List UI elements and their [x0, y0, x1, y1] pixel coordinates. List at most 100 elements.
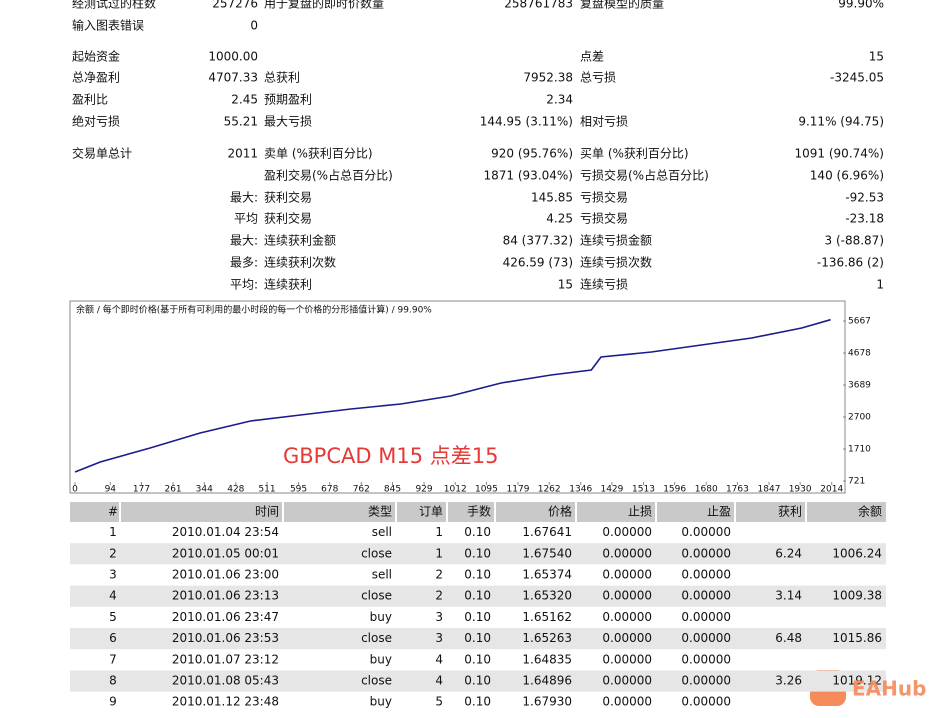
- y-tick-label: 5667: [848, 317, 871, 327]
- report-label: 预期盈利: [264, 93, 312, 107]
- x-tick-label: 1346: [569, 485, 592, 495]
- report-value: 2.45: [231, 93, 258, 107]
- table-cell: 0.10: [464, 610, 491, 624]
- x-tick-label: 1262: [538, 485, 561, 495]
- table-cell: 0.00000: [681, 695, 731, 709]
- report-label: 用于复盘的即时价数量: [264, 0, 384, 11]
- table-header: 类型: [368, 505, 392, 519]
- row-bg: [70, 585, 886, 607]
- report-value: 257276: [212, 0, 258, 11]
- watermark-text: EAHub: [852, 677, 926, 701]
- table-cell: 0.10: [464, 695, 491, 709]
- table-cell: 1: [109, 525, 117, 539]
- table-cell: 2010.01.12 23:48: [172, 695, 279, 709]
- report-value: 3 (-88.87): [825, 234, 885, 248]
- table-cell: 0.00000: [602, 674, 652, 688]
- report-value: 15: [869, 50, 884, 64]
- report-value: 144.95 (3.11%): [480, 115, 573, 129]
- table-cell: 0.10: [464, 674, 491, 688]
- table-cell: 2010.01.04 23:54: [172, 525, 279, 539]
- table-cell: 6.48: [775, 631, 802, 645]
- report-value: 9.11% (94.75): [798, 115, 884, 129]
- table-cell: 0.10: [464, 546, 491, 560]
- report-label: 连续获利次数: [264, 255, 336, 270]
- x-tick-label: 1930: [789, 485, 812, 495]
- report-value: -92.53: [845, 191, 884, 205]
- report-value: 平均:: [230, 278, 258, 292]
- table-cell: 5: [435, 695, 443, 709]
- report-value: 15: [558, 278, 573, 292]
- chart-title: 余额 / 每个即时价格(基于所有可利用的最小时段的每一个价格的分形插值计算) /…: [76, 304, 432, 316]
- report-value: 1: [876, 278, 884, 292]
- table-cell: 1: [435, 546, 443, 560]
- report-label: 总获利: [264, 71, 300, 85]
- report-label: 亏损交易: [580, 211, 628, 226]
- table-cell: 9: [109, 695, 117, 709]
- table-cell: 0.00000: [681, 610, 731, 624]
- annotation: GBPCAD M15 点差15: [283, 444, 498, 468]
- report-label: 获利交易: [264, 190, 312, 205]
- table-header: 订单: [419, 505, 443, 519]
- table-cell: 3: [109, 568, 117, 582]
- table-cell: 3: [435, 631, 443, 645]
- table-cell: 1.67540: [522, 546, 572, 560]
- x-tick-label: 0: [72, 485, 78, 495]
- table-cell: sell: [372, 525, 392, 539]
- report-label: 买单 (%获利百分比): [580, 147, 689, 161]
- table-cell: 0.10: [464, 631, 491, 645]
- table-cell: 2010.01.06 23:47: [172, 610, 279, 624]
- report-value: -3245.05: [830, 71, 884, 85]
- table-cell: buy: [370, 652, 392, 666]
- table-cell: buy: [370, 610, 392, 624]
- table-header: 余额: [858, 504, 882, 519]
- table-cell: 2: [435, 568, 443, 582]
- report-value: 55.21: [224, 115, 258, 129]
- table-cell: 0.00000: [681, 674, 731, 688]
- report-value: 920 (95.76%): [491, 147, 573, 161]
- report-value: 84 (377.32): [503, 234, 573, 248]
- report-label: 起始资金: [72, 49, 120, 64]
- table-cell: 0.00000: [681, 652, 731, 666]
- report-label: 连续获利: [264, 277, 312, 292]
- report-label: 交易单总计: [72, 146, 132, 161]
- x-tick-label: 1596: [663, 485, 686, 495]
- x-tick-label: 94: [105, 485, 117, 495]
- x-tick-label: 428: [227, 485, 244, 495]
- table-cell: 2010.01.06 23:53: [172, 631, 279, 645]
- y-tick-label: 4678: [848, 349, 871, 359]
- x-tick-label: 1095: [475, 485, 498, 495]
- table-cell: 7: [109, 652, 117, 666]
- table-cell: close: [361, 631, 392, 645]
- x-tick-label: 1763: [726, 485, 749, 495]
- table-header: 止损: [628, 505, 652, 519]
- report-label: 卖单 (%获利百分比): [264, 147, 373, 161]
- table-cell: 0.00000: [602, 610, 652, 624]
- report-value: 7952.38: [523, 71, 573, 85]
- report-label: 亏损交易(%占总百分比): [580, 168, 709, 183]
- x-tick-label: 845: [384, 485, 401, 495]
- table-cell: 3.26: [775, 674, 802, 688]
- x-tick-label: 595: [290, 485, 307, 495]
- report-value: 最多:: [230, 256, 258, 270]
- report-label: 总净盈利: [72, 71, 120, 85]
- report-value: 1000.00: [208, 50, 258, 64]
- report-value: 1871 (93.04%): [484, 169, 573, 183]
- x-tick-label: 261: [164, 485, 181, 495]
- report-label: 点差: [580, 50, 604, 64]
- table-cell: 4: [435, 652, 443, 666]
- report-label: 复盘模型的质量: [580, 0, 664, 11]
- table-cell: 0.00000: [602, 652, 652, 666]
- x-tick-label: 1680: [695, 485, 718, 495]
- table-cell: 0.00000: [602, 631, 652, 645]
- x-tick-label: 1513: [632, 485, 655, 495]
- x-tick-label: 2014: [820, 485, 843, 495]
- table-cell: 0.00000: [602, 568, 652, 582]
- report-value: 平均: [234, 212, 258, 226]
- table-cell: 4: [435, 674, 443, 688]
- table-cell: 0.00000: [602, 589, 652, 603]
- report-value: 4707.33: [208, 71, 258, 85]
- x-tick-label: 511: [258, 485, 275, 495]
- report-label: 连续亏损次数: [580, 255, 652, 270]
- table-header: 价格: [548, 504, 572, 519]
- table-cell: 1.65320: [522, 589, 572, 603]
